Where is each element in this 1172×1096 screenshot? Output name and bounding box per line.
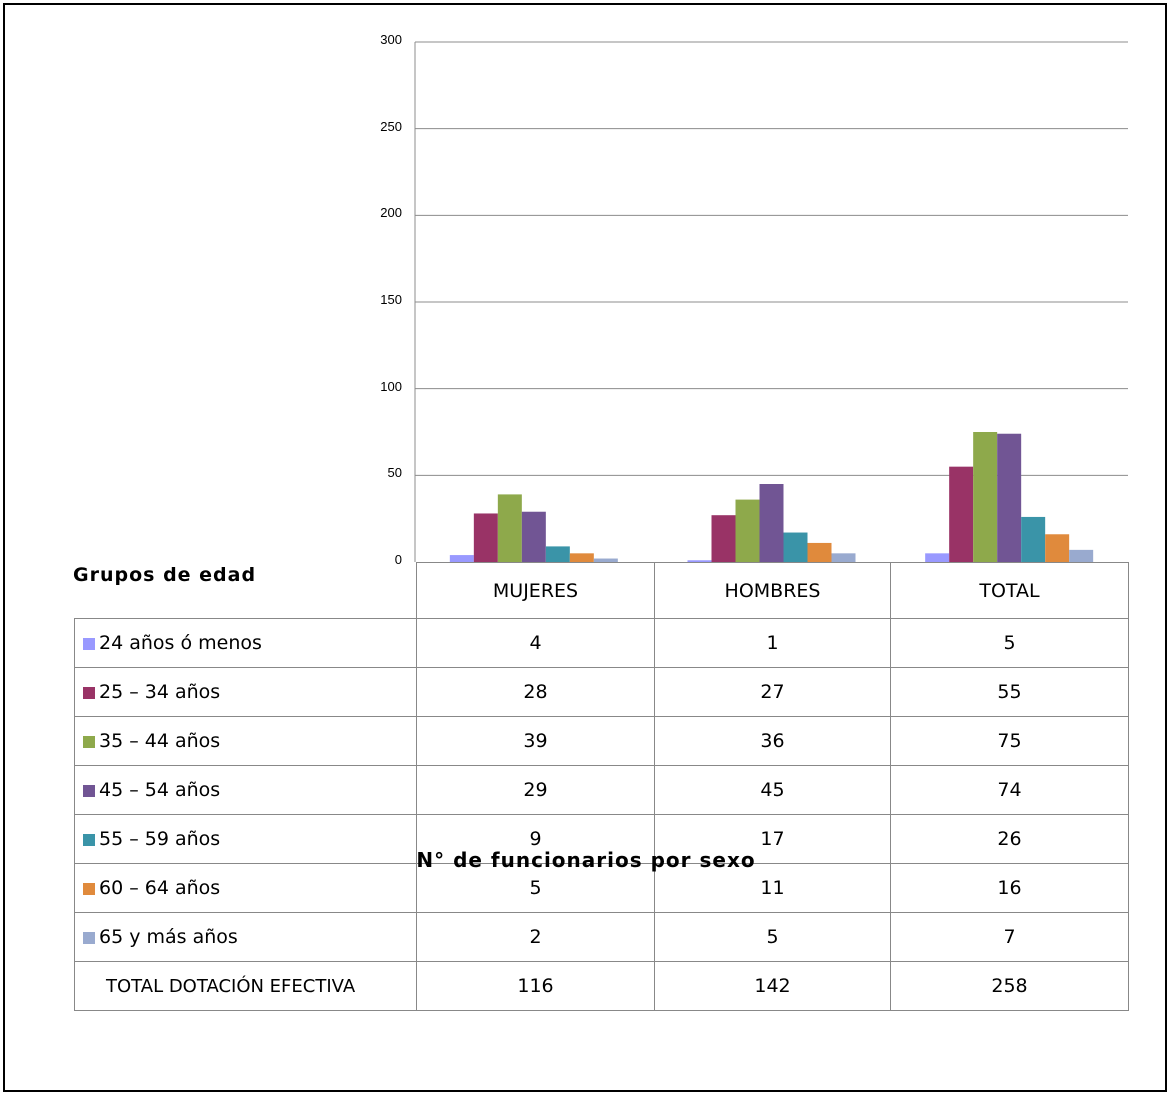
legend-label: 65 y más años (99, 926, 238, 948)
bar (973, 432, 998, 562)
bar (1021, 516, 1046, 562)
table-cell: 39 (416, 716, 655, 766)
table-row: 55 – 59 años 9 17 26 (74, 814, 1129, 864)
bar (949, 466, 974, 562)
table-row: 45 – 54 años 29 45 74 (74, 765, 1129, 815)
bar (1069, 549, 1094, 562)
legend-swatch (83, 785, 95, 797)
table-row: 24 años ó menos 4 1 5 (74, 618, 1129, 668)
y-tick-label: 0 (394, 552, 402, 567)
bar (925, 553, 950, 562)
table-cell: 28 (416, 667, 655, 717)
y-tick-label: 100 (380, 378, 402, 394)
legend-entry: 25 – 34 años (74, 667, 417, 717)
table-cell: 75 (890, 716, 1129, 766)
table-row: 25 – 34 años 28 27 55 (74, 667, 1129, 717)
y-tick-label: 200 (380, 205, 402, 221)
data-table: MUJERES HOMBRES TOTAL 24 años ó menos 4 1 5… (74, 562, 1129, 1011)
bar (521, 511, 546, 562)
x-axis-title: N° de funcionarios por sexo (416, 848, 756, 872)
y-tick-label: 300 (380, 32, 402, 47)
table-header-row: MUJERES HOMBRES TOTAL (74, 562, 1129, 619)
table-total-row: TOTAL DOTACIÓN EFECTIVA 116 142 258 (74, 961, 1129, 1011)
table-cell: 2 (416, 912, 655, 962)
bar (687, 560, 712, 562)
legend-entry: 35 – 44 años (74, 716, 417, 766)
total-cell: 116 (416, 961, 655, 1011)
legend-label: 55 – 59 años (99, 828, 221, 850)
table-cell: 55 (890, 667, 1129, 717)
bar (807, 542, 832, 562)
bar (831, 553, 856, 562)
legend-swatch (83, 638, 95, 650)
column-header-total: TOTAL (890, 562, 1129, 619)
table-cell: 74 (890, 765, 1129, 815)
bar (997, 433, 1022, 562)
legend-label: 45 – 54 años (99, 779, 221, 801)
legend-swatch (83, 687, 95, 699)
bar (783, 532, 808, 562)
table-cell: 4 (416, 618, 655, 668)
y-tick-label: 50 (387, 465, 402, 481)
column-header-mujeres: MUJERES (416, 562, 655, 619)
table-cell: 27 (654, 667, 891, 717)
table-row: 35 – 44 años 39 36 75 (74, 716, 1129, 766)
table-cell: 7 (890, 912, 1129, 962)
table-row: 60 – 64 años 5 11 16 (74, 863, 1129, 913)
bar (759, 484, 784, 562)
legend-entry: 60 – 64 años (74, 863, 417, 913)
bar (449, 555, 474, 562)
legend-entry: 24 años ó menos (74, 618, 417, 668)
legend-swatch (83, 736, 95, 748)
legend-label: 25 – 34 años (99, 681, 221, 703)
total-label: TOTAL DOTACIÓN EFECTIVA (74, 961, 417, 1011)
table-body: 24 años ó menos 4 1 5 25 – 34 años 28 27 55 35 –… (74, 618, 1129, 1011)
legend-label: 24 años ó menos (99, 632, 262, 654)
column-header-hombres: HOMBRES (654, 562, 891, 619)
bar (545, 546, 570, 562)
figure-frame (3, 3, 1167, 1092)
bar (711, 515, 736, 562)
legend-entry: 45 – 54 años (74, 765, 417, 815)
bar (473, 513, 498, 562)
bar (735, 499, 760, 562)
table-row: 65 y más años 2 5 7 (74, 912, 1129, 962)
bar (569, 553, 594, 562)
table-cell: 1 (654, 618, 891, 668)
bar (593, 558, 618, 562)
y-tick-label: 250 (380, 118, 402, 134)
table-cell: 17 (654, 814, 891, 864)
legend-label: 35 – 44 años (99, 730, 221, 752)
legend-entry: 65 y más años (74, 912, 417, 962)
table-cell: 29 (416, 765, 655, 815)
legend-swatch (83, 834, 95, 846)
table-cell: 9 (416, 814, 655, 864)
table-corner (74, 562, 417, 619)
legend-swatch (83, 883, 95, 895)
y-tick-label: 150 (380, 292, 402, 307)
table-cell: 5 (654, 912, 891, 962)
table-cell: 45 (654, 765, 891, 815)
table-cell: 5 (890, 618, 1129, 668)
bar (497, 494, 522, 562)
total-cell: 142 (654, 961, 891, 1011)
table-cell: 36 (654, 716, 891, 766)
bar (1045, 534, 1070, 562)
total-cell: 258 (890, 961, 1129, 1011)
legend-swatch (83, 932, 95, 944)
legend-label: 60 – 64 años (99, 877, 221, 899)
